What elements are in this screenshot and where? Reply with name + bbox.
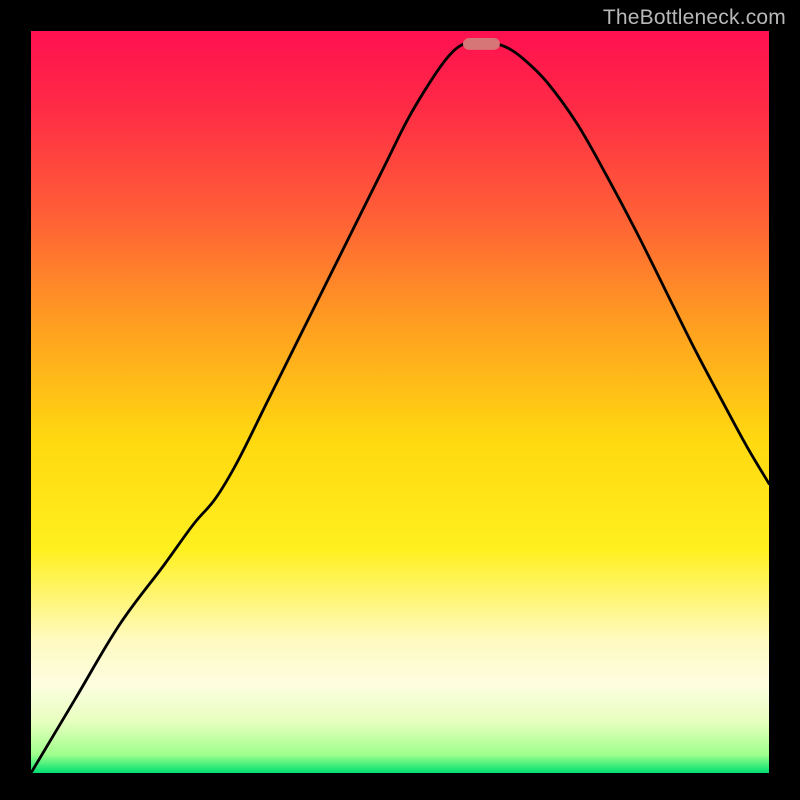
chart-plot-area: [31, 31, 769, 773]
bottleneck-curve: [31, 31, 769, 773]
watermark-text: TheBottleneck.com: [603, 6, 786, 30]
optimum-marker: [463, 38, 500, 50]
